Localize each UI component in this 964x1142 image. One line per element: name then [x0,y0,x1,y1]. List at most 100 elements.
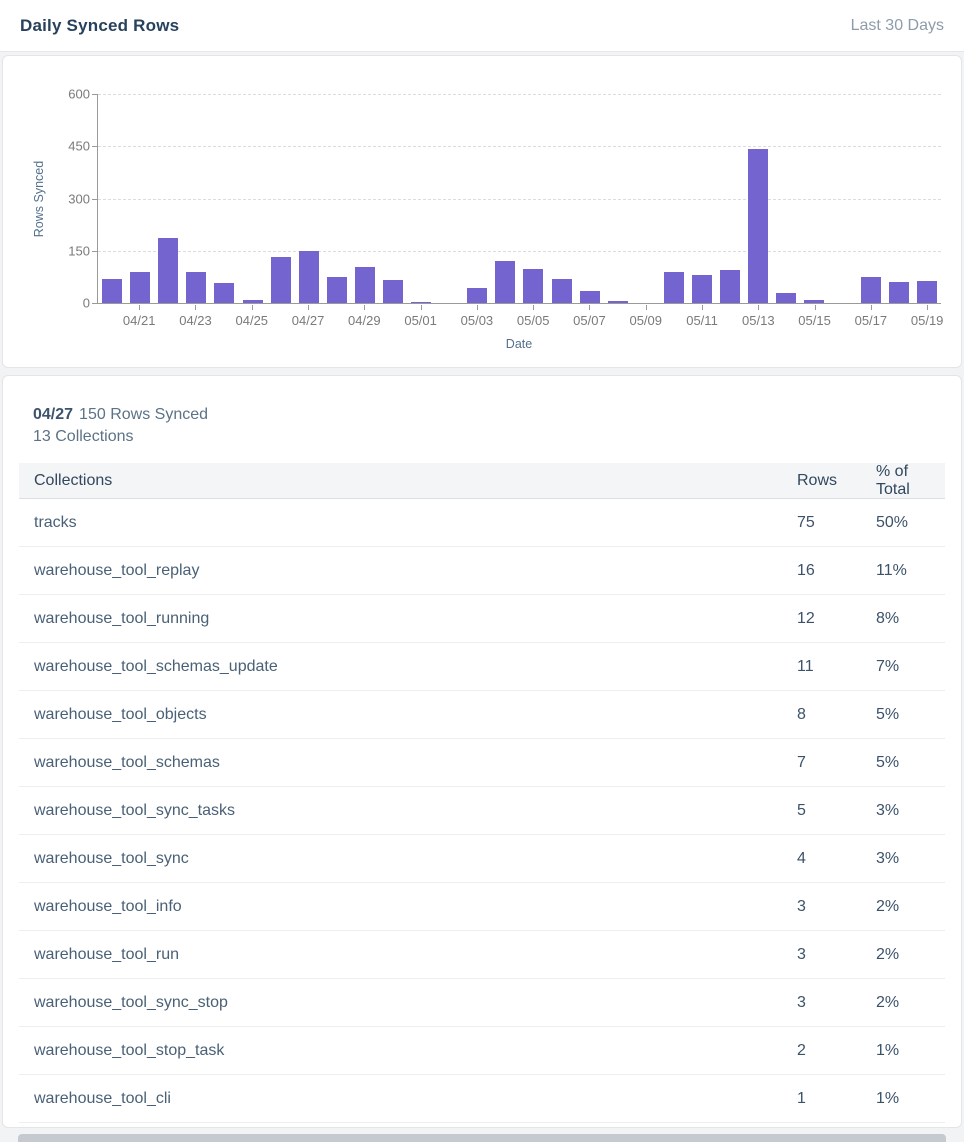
x-axis-tick [476,305,478,310]
bar-04/29[interactable] [354,266,375,303]
x-axis: 04/21 04/23 04/25 04/27 04/29 05/01 05/03 05/05… [97,305,944,335]
cell-collection-name: warehouse_tool_cli [34,1089,171,1107]
x-slot-04/22 [153,305,181,335]
cell-pct-of-total: 3% [876,849,900,867]
bar-slot-04/22 [154,94,182,303]
y-tick-label-450: 450 [68,138,90,154]
x-axis-tick [589,305,591,310]
bar-slot-05/14 [772,94,800,303]
x-slot-05/13: 05/13 [742,305,775,335]
x-tick-label-04/27: 04/27 [291,313,325,328]
cell-rows: 7 [797,753,806,771]
bar-05/12[interactable] [720,269,741,303]
x-axis-tick [308,305,310,310]
table-row: warehouse_tool_info 3 2% [19,883,945,931]
x-slot-05/11: 05/11 [686,305,718,335]
date-range-label: Last 30 Days [850,16,944,34]
cell-rows: 11 [797,657,814,675]
horizontal-scrollbar[interactable] [18,1134,946,1142]
bar-05/05[interactable] [523,268,544,303]
bar-05/13[interactable] [748,148,769,303]
x-slot-05/09: 05/09 [629,305,663,335]
y-axis-tick [92,250,97,252]
bar-05/07[interactable] [579,291,600,303]
x-tick-label-04/23: 04/23 [179,313,212,328]
cell-pct-of-total: 8% [876,609,900,627]
x-axis-tick [364,305,366,310]
bar-slot-05/17 [857,94,885,303]
cell-collection-name: warehouse_tool_sync_tasks [34,801,236,819]
cell-rows: 3 [797,945,806,963]
bar-slot-05/11 [688,94,716,303]
bar-slot-04/28 [323,94,351,303]
table-row: warehouse_tool_cli 1 1% [19,1075,945,1123]
cell-rows: 16 [797,561,815,579]
bar-04/24[interactable] [214,283,235,303]
bar-slot-04/20 [98,94,126,303]
x-slot-05/14 [772,305,800,335]
x-slot-05/18 [885,305,913,335]
bar-05/03[interactable] [467,287,488,303]
table-row: warehouse_tool_objects 8 5% [19,691,945,739]
selected-day-summary: 04/27 150 Rows Synced 13 Collections [3,376,961,448]
bar-05/04[interactable] [495,261,516,303]
bar-05/06[interactable] [551,278,572,303]
x-axis-tick [645,305,647,310]
bar-slot-05/05 [519,94,547,303]
x-axis-tick [251,305,253,310]
bar-05/17[interactable] [860,276,881,303]
bar-05/15[interactable] [804,300,825,303]
bar-04/20[interactable] [102,278,123,303]
x-slot-05/02 [435,305,463,335]
bar-04/27[interactable] [298,250,319,303]
gridline-300 [98,198,941,200]
cell-collection-name: warehouse_tool_replay [34,561,200,579]
bar-05/08[interactable] [607,300,628,303]
x-tick-label-04/25: 04/25 [235,313,269,328]
x-tick-label-05/09: 05/09 [629,313,663,328]
cell-collection-name: warehouse_tool_sync_stop [34,993,228,1011]
x-slot-05/08 [604,305,632,335]
x-slot-05/17: 05/17 [855,305,887,335]
bar-04/30[interactable] [382,279,403,303]
x-axis-tick [139,305,141,310]
x-axis-tick [758,305,760,310]
bar-05/19[interactable] [916,281,937,303]
x-axis-tick [195,305,197,310]
bar-slot-05/02 [435,94,463,303]
bar-04/21[interactable] [130,272,151,303]
x-axis-tick [420,305,422,310]
bar-05/18[interactable] [888,282,909,303]
x-tick-label-05/11: 05/11 [686,313,718,328]
bar-04/23[interactable] [186,272,207,303]
cell-collection-name: warehouse_tool_schemas [34,753,220,771]
card-header: Daily Synced Rows Last 30 Days [0,0,964,52]
x-slot-05/10 [660,305,688,335]
bar-slot-04/23 [182,94,210,303]
bar-04/26[interactable] [270,257,291,303]
bar-slot-05/09 [632,94,660,303]
cell-pct-of-total: 1% [876,1089,900,1107]
y-axis-tick [92,303,97,304]
collections-count-text: 13 Collections [33,428,134,445]
cell-rows: 8 [797,705,806,723]
gridline-150 [98,250,941,252]
bar-04/22[interactable] [158,237,179,303]
bar-05/11[interactable] [692,275,713,303]
cell-pct-of-total: 50% [876,513,909,531]
bar-05/10[interactable] [663,272,684,303]
cell-collection-name: warehouse_tool_objects [34,705,207,723]
page-title: Daily Synced Rows [20,15,180,35]
bar-05/14[interactable] [776,292,797,303]
x-tick-label-05/19: 05/19 [910,313,944,328]
x-tick-label-05/13: 05/13 [742,313,775,328]
bar-04/25[interactable] [242,299,263,303]
table-row: warehouse_tool_replay 16 11% [19,547,945,595]
x-tick-label-05/07: 05/07 [573,313,606,328]
table-row: warehouse_tool_running 12 8% [19,595,945,643]
cell-collection-name: warehouse_tool_sync [34,849,189,867]
cell-pct-of-total: 2% [876,897,900,915]
cell-rows: 5 [797,801,806,819]
bar-05/01[interactable] [411,301,432,303]
bar-04/28[interactable] [326,276,347,303]
